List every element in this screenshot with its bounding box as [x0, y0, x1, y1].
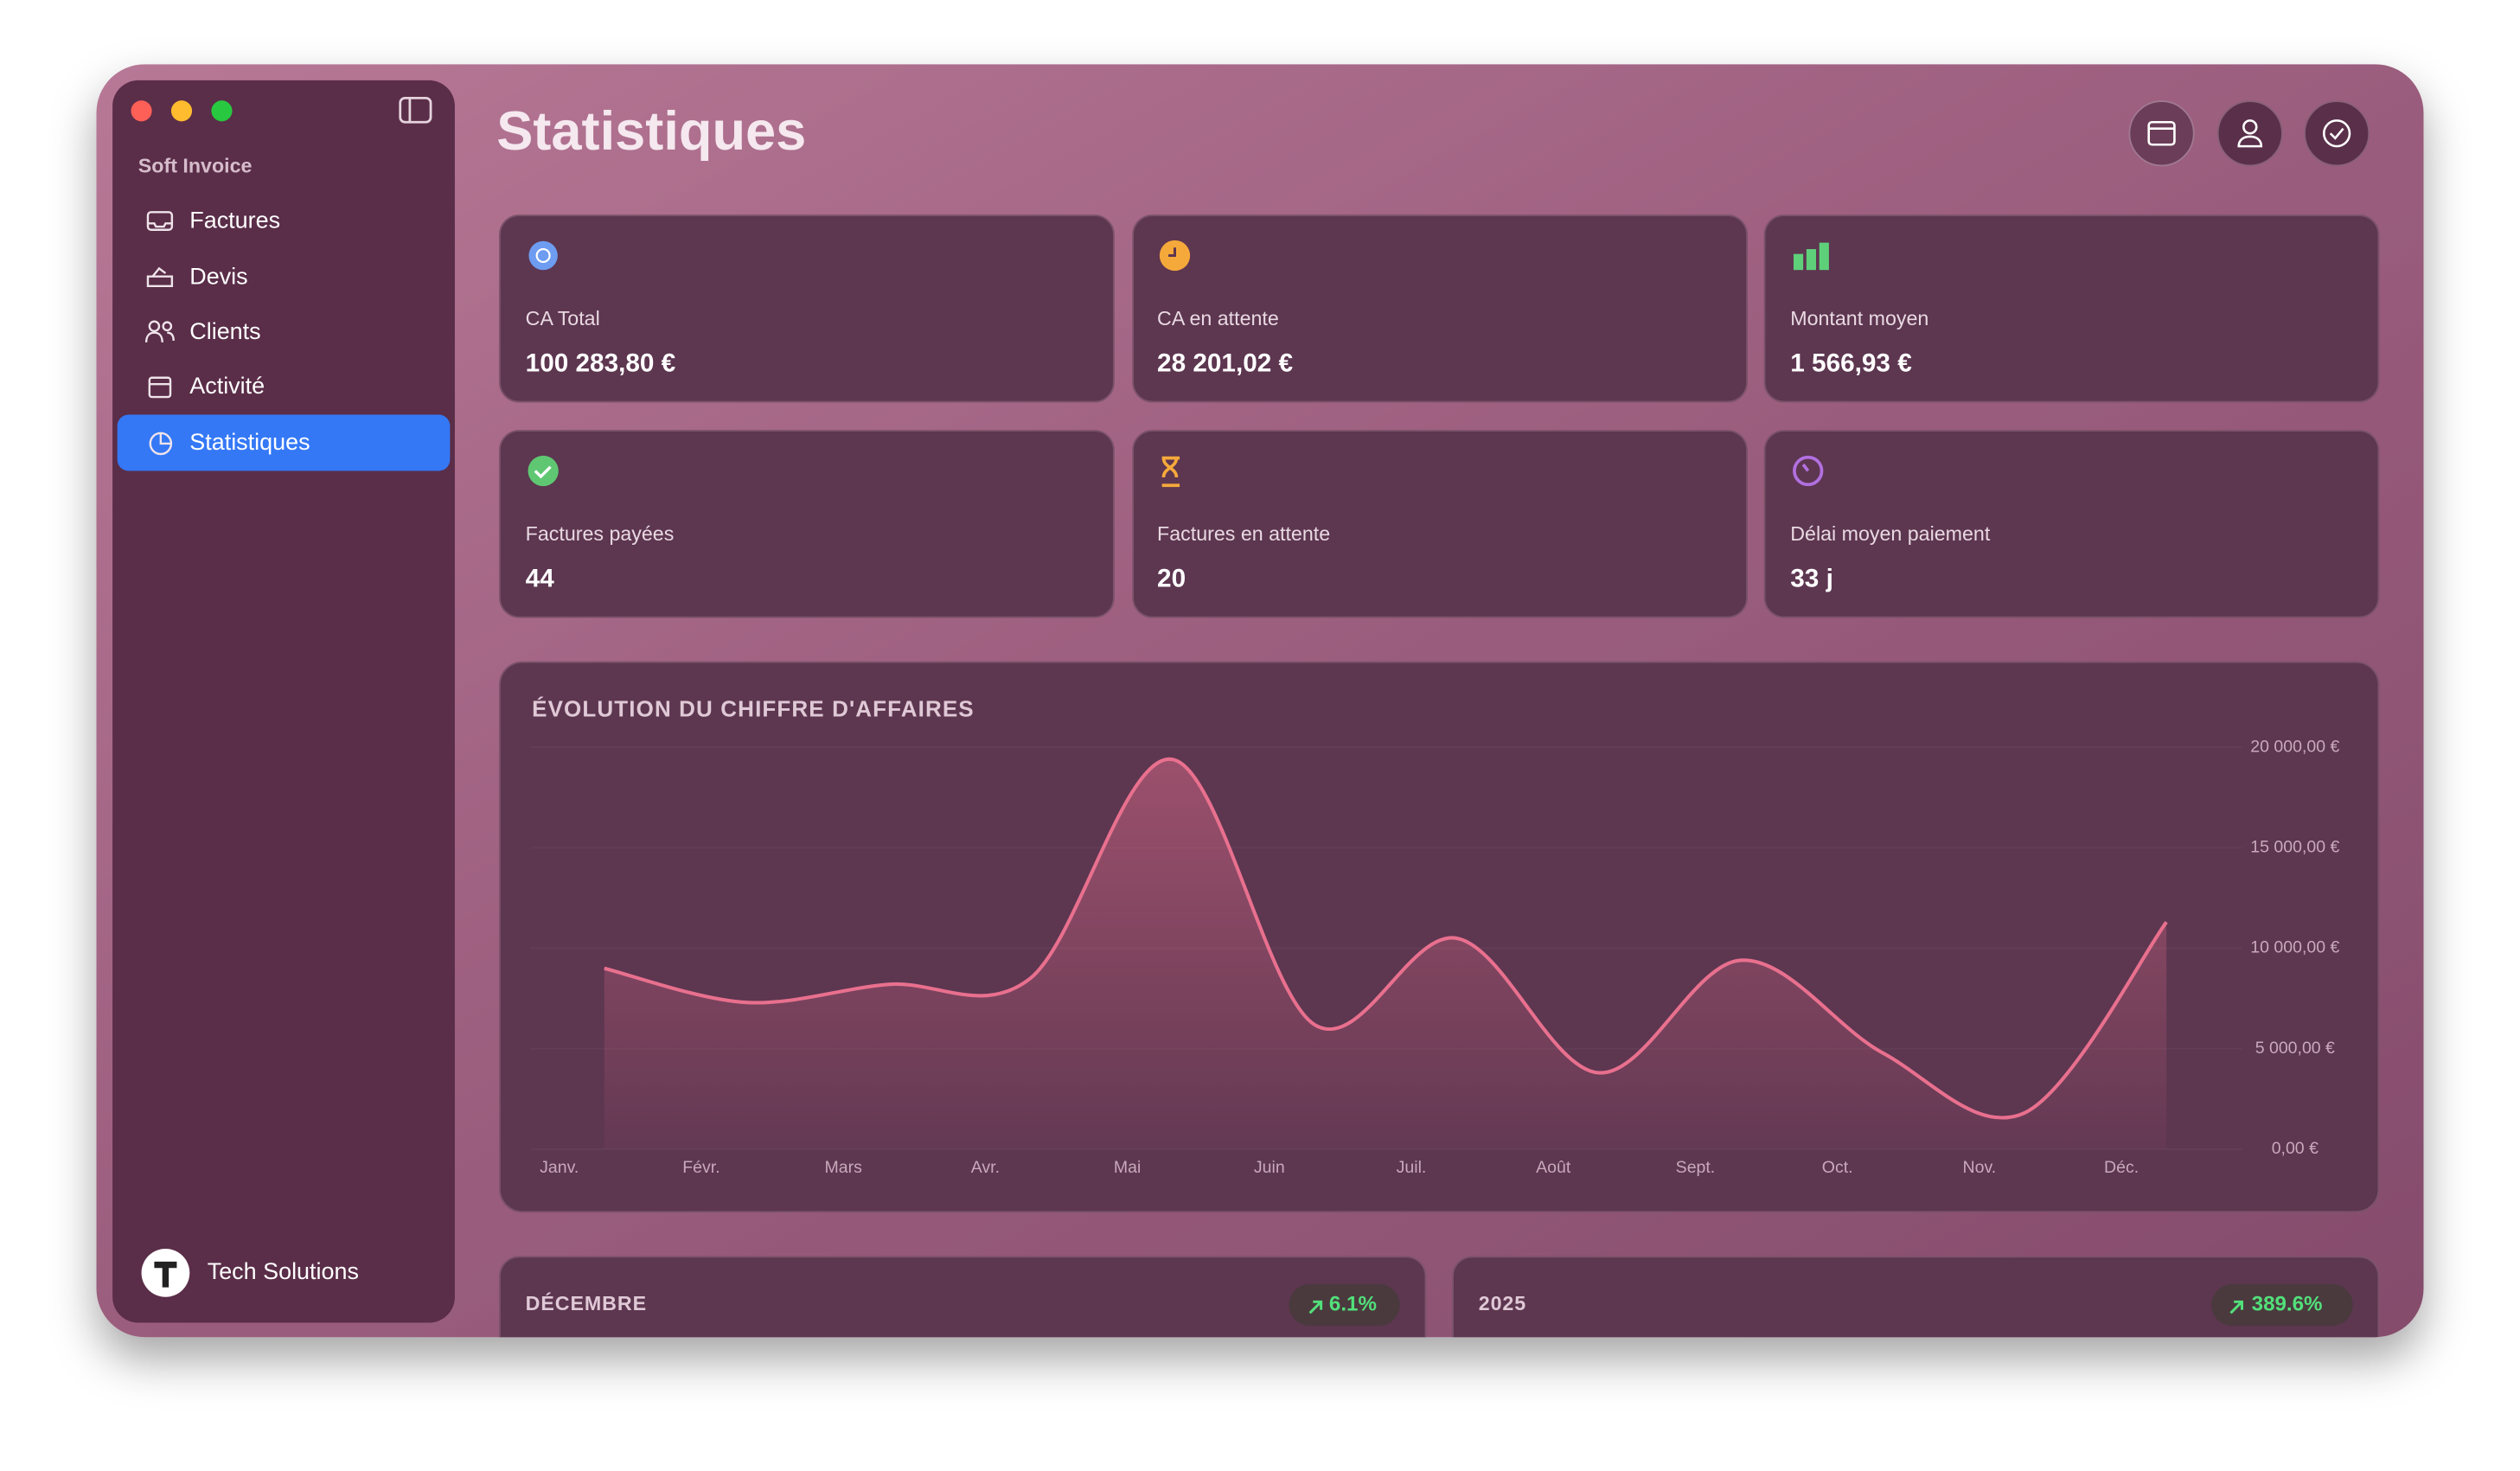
- stat-label: Factures en attente: [1157, 522, 1330, 545]
- nav-item[interactable]: Statistiques: [189, 429, 310, 455]
- stat-card: [499, 214, 1115, 403]
- summary-period: 2025: [1479, 1292, 1526, 1314]
- y-tick-label: 15 000,00 €: [2250, 837, 2339, 856]
- stat-label: Délai moyen paiement: [1790, 522, 1991, 545]
- change-value: 389.6%: [2252, 1292, 2323, 1315]
- calendar-button[interactable]: [2128, 100, 2195, 167]
- stat-card: [1132, 430, 1749, 618]
- nav-item[interactable]: Devis: [189, 264, 247, 290]
- profile-button[interactable]: [2216, 100, 2283, 167]
- account-avatar[interactable]: [141, 1248, 190, 1297]
- nav-item[interactable]: Factures: [189, 208, 280, 233]
- x-tick-label: Nov.: [1963, 1158, 1997, 1177]
- y-tick-label: 10 000,00 €: [2250, 938, 2339, 957]
- close-button[interactable]: [131, 100, 152, 122]
- stat-card: [1132, 214, 1749, 403]
- stat-value: 20: [1157, 565, 1186, 593]
- sidebar-icons: [144, 211, 175, 456]
- x-tick-label: Janv.: [540, 1158, 579, 1177]
- x-tick-label: Avr.: [971, 1158, 1000, 1177]
- nav-item[interactable]: Activité: [189, 373, 265, 399]
- y-tick-label: 5 000,00 €: [2255, 1039, 2335, 1058]
- x-tick-label: Août: [1536, 1158, 1571, 1177]
- stat-card: [1763, 214, 2380, 403]
- line: [604, 758, 2168, 1120]
- nav-item[interactable]: Clients: [189, 318, 260, 344]
- y-tick-label: 0,00 €: [2272, 1139, 2319, 1158]
- card-icons: [528, 240, 1829, 488]
- stat-value: 28 201,02 €: [1157, 349, 1293, 378]
- summary-period: DÉCEMBRE: [526, 1291, 647, 1314]
- selected-item: [117, 414, 451, 471]
- page-title: Statistiques: [496, 101, 806, 162]
- done-button[interactable]: [2304, 100, 2370, 167]
- window-content: Soft Invoice Factures Devis Clients Acti…: [112, 80, 2380, 1338]
- stat-label: Montant moyen: [1790, 307, 1928, 329]
- app-name: Soft Invoice: [138, 154, 253, 176]
- up-arrow: [1308, 1300, 2243, 1314]
- summary-card: [1452, 1256, 2380, 1338]
- stat-value: 100 283,80 €: [526, 349, 676, 378]
- x-tick-label: Juin: [1254, 1158, 1285, 1177]
- stat-value: 1 566,93 €: [1790, 349, 1911, 378]
- stat-card: [499, 430, 1115, 618]
- account-name[interactable]: Tech Solutions: [208, 1258, 359, 1284]
- x-tick-label: Févr.: [682, 1158, 720, 1177]
- x-tick-label: Mai: [1114, 1158, 1141, 1177]
- x-tick-label: Sept.: [1676, 1158, 1716, 1177]
- chart: 0,00 € 5 000,00 € 10 000,00 € 15 000,00 € 20…: [530, 737, 2339, 1177]
- stat-label: CA Total: [526, 307, 600, 329]
- x-tick-label: Oct.: [1822, 1158, 1853, 1177]
- x-tick-label: Juil.: [1397, 1158, 1427, 1177]
- y-tick-label: 20 000,00 €: [2250, 737, 2339, 756]
- summary-card: [499, 1256, 1427, 1338]
- area: [604, 758, 2167, 1149]
- stat-card: [1763, 430, 2380, 618]
- zoom-button[interactable]: [211, 100, 233, 122]
- sidebar: [112, 80, 455, 1323]
- sidebar-toggle[interactable]: [399, 96, 432, 124]
- change-value: 6.1%: [1329, 1292, 1377, 1315]
- change-badge: [2211, 1283, 2353, 1327]
- stat-value: 44: [526, 565, 555, 593]
- x-tick-label: Déc.: [2104, 1158, 2139, 1177]
- change-badge: [1289, 1283, 1400, 1327]
- stat-label: CA en attente: [1157, 307, 1279, 329]
- minimize-button[interactable]: [170, 100, 193, 122]
- x-tick-label: Mars: [824, 1158, 862, 1177]
- stat-value: 33 j: [1790, 565, 1833, 593]
- stat-label: Factures payées: [526, 522, 675, 545]
- chart-title: ÉVOLUTION DU CHIFFRE D'AFFAIRES: [532, 695, 975, 721]
